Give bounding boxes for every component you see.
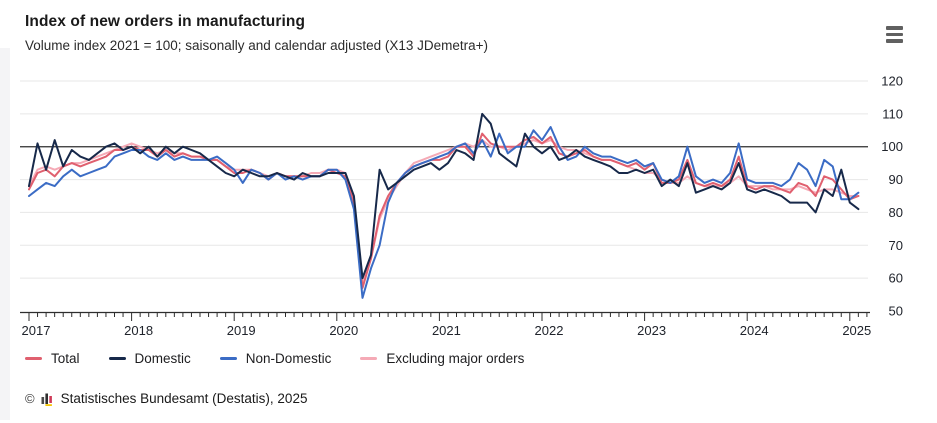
total-line-swatch: [25, 357, 42, 360]
excluding-major-orders-line-swatch: [360, 357, 378, 360]
y-axis-label: 50: [889, 304, 903, 319]
legend-item-non-domestic[interactable]: Non-Domestic: [219, 351, 332, 366]
x-axis-label: 2023: [637, 323, 666, 338]
x-axis-label: 2017: [22, 323, 51, 338]
legend-item-domestic[interactable]: Domestic: [108, 351, 191, 366]
legend-label: Domestic: [134, 351, 191, 366]
x-axis-label: 2024: [740, 323, 769, 338]
x-axis-label: 2018: [124, 323, 153, 338]
y-axis-label: 120: [881, 74, 903, 89]
copyright-symbol: ©: [25, 391, 35, 406]
source-attribution: © Statistisches Bundesamt (Destatis), 20…: [25, 391, 307, 406]
source-text: Statistisches Bundesamt (Destatis), 2025: [60, 391, 308, 406]
menu-bar: [886, 32, 903, 37]
non-domestic-line-swatch: [219, 357, 237, 360]
series-line-non-domestic: [28, 126, 860, 299]
page-subtitle: Volume index 2021 = 100; saisonally and …: [25, 38, 489, 53]
y-axis-label: 90: [889, 172, 903, 187]
x-axis-label: 2022: [535, 323, 564, 338]
legend-label: Total: [51, 351, 80, 366]
x-axis-label: 2025: [842, 323, 871, 338]
series-line-domestic: [28, 112, 860, 280]
domestic-line-swatch: [108, 357, 126, 360]
menu-bar: [886, 39, 903, 43]
x-axis-label: 2019: [227, 323, 256, 338]
y-axis-label: 100: [881, 139, 903, 154]
legend-label: Excluding major orders: [386, 351, 525, 366]
legend-label: Non-Domestic: [245, 351, 332, 366]
y-axis-label: 80: [889, 205, 903, 220]
destatis-logo-icon: [41, 393, 52, 406]
legend-item-total[interactable]: Total: [25, 351, 80, 366]
series-line-total: [28, 132, 860, 289]
menu-bar: [886, 26, 903, 30]
y-axis-label: 70: [889, 238, 903, 253]
hamburger-menu-icon[interactable]: [886, 26, 903, 46]
page-left-margin: [0, 48, 10, 420]
page-title: Index of new orders in manufacturing: [25, 13, 306, 30]
x-axis-label: 2020: [329, 323, 358, 338]
y-axis-label: 110: [882, 106, 903, 121]
legend-item-excluding-major-orders[interactable]: Excluding major orders: [360, 351, 524, 366]
x-axis-label: 2021: [432, 323, 461, 338]
chart-legend: Total Domestic Non-Domestic Excluding ma…: [25, 351, 524, 366]
y-axis-label: 60: [889, 271, 903, 286]
